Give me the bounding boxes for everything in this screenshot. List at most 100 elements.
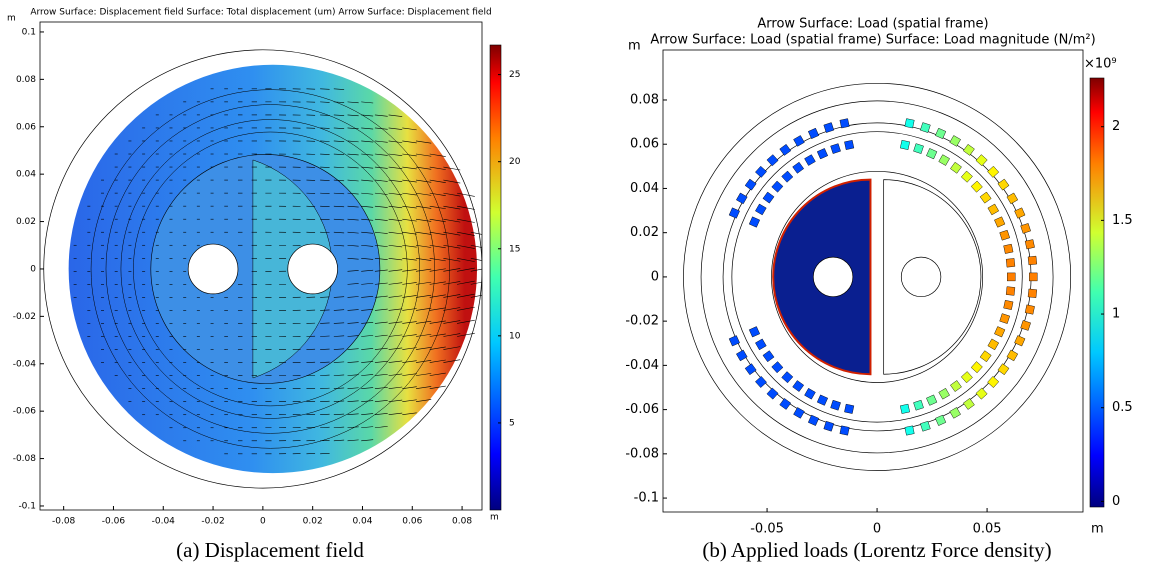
arrow [388,153,403,156]
slot-load [999,313,1011,324]
arrow [374,334,388,337]
arrow [333,361,345,363]
arrow [402,282,417,285]
arrow [320,374,330,376]
x-tick-label: -0.08 [52,517,76,527]
arrow [320,309,330,311]
slot-load [766,387,779,400]
arrow [457,267,475,272]
colorbar-label: 1.5 [1112,213,1133,228]
colorbar-label: 5 [509,418,515,428]
arrow [443,281,461,285]
arrow [457,258,475,262]
arrow [374,218,388,221]
arrow [320,296,330,298]
arrow [443,320,461,324]
arrow [457,218,475,223]
arrow [374,192,388,195]
arrow [374,269,388,272]
arrow [443,179,461,184]
arrow [320,387,330,389]
slot-load [1027,255,1038,266]
slot-load [771,180,784,193]
x-tick-label: 0.04 [352,517,372,527]
slot-load [804,388,816,400]
arrow [361,295,374,298]
slot-load [755,338,767,351]
slot-load [823,420,835,432]
outline [105,104,435,434]
slot-load [987,165,1000,178]
arrow [388,321,403,324]
arrow [333,335,345,337]
slot-load [963,144,975,156]
slot-load [793,135,805,147]
arrow [333,153,345,156]
arrow [374,386,388,389]
slot-load [1014,207,1026,219]
slot-load [970,180,983,193]
arrow [374,308,388,311]
arrow [443,166,461,171]
arrow [333,244,345,247]
caption: (b) Applied loads (Lorentz Force density… [702,538,1051,562]
slot-load [779,398,792,410]
slot-load [792,161,805,174]
arrow [429,258,446,262]
arrow [429,166,446,170]
slot-load [1029,272,1038,282]
arrow [347,153,359,156]
slot-load [781,371,794,384]
arrow [388,114,403,117]
slot-load [1006,349,1019,362]
arrow [361,127,374,130]
slot-load [1014,335,1026,347]
slot-load [762,191,775,204]
arrow [415,281,432,285]
slot-load [899,403,910,414]
y-tick-label: -0.1 [18,501,36,511]
arrow [415,231,432,235]
arrow [470,294,482,298]
arrow [415,258,432,261]
colorbar-label: 2 [1112,119,1120,134]
colorbar-label: 15 [509,244,520,254]
slot-load [755,376,767,388]
arrow [402,166,417,170]
arrow [333,413,345,416]
arrow [333,179,345,182]
arrow [402,269,417,272]
colorbar-label: 0 [1112,494,1120,509]
arrow [402,153,417,157]
arrow [347,192,359,195]
slot-load [816,394,829,406]
arrow [320,322,330,324]
plot-content [43,49,482,489]
arrow [361,231,374,234]
arrow [402,244,417,248]
slot-load [816,148,829,160]
slot-load [1005,258,1016,268]
colorbar-multiplier: ×10⁹ [1084,57,1117,72]
arrow [320,348,330,350]
arrow [347,348,359,350]
arrow [361,309,374,311]
arrow [402,127,417,131]
arrow [429,359,446,363]
arrow [443,346,461,350]
slot-load [975,154,988,167]
arrow [388,257,403,261]
slot-load [748,326,761,338]
slot-load [755,203,767,216]
arrow [443,294,461,298]
arrow [347,309,359,311]
arrow [347,387,359,389]
arrow [361,426,374,429]
arrow [388,308,403,311]
arrow [320,218,330,221]
arrow [347,179,359,182]
slot-load [839,425,850,436]
arrow [361,153,374,156]
x-tick-label: 0.02 [303,517,323,527]
arrow [388,140,403,143]
